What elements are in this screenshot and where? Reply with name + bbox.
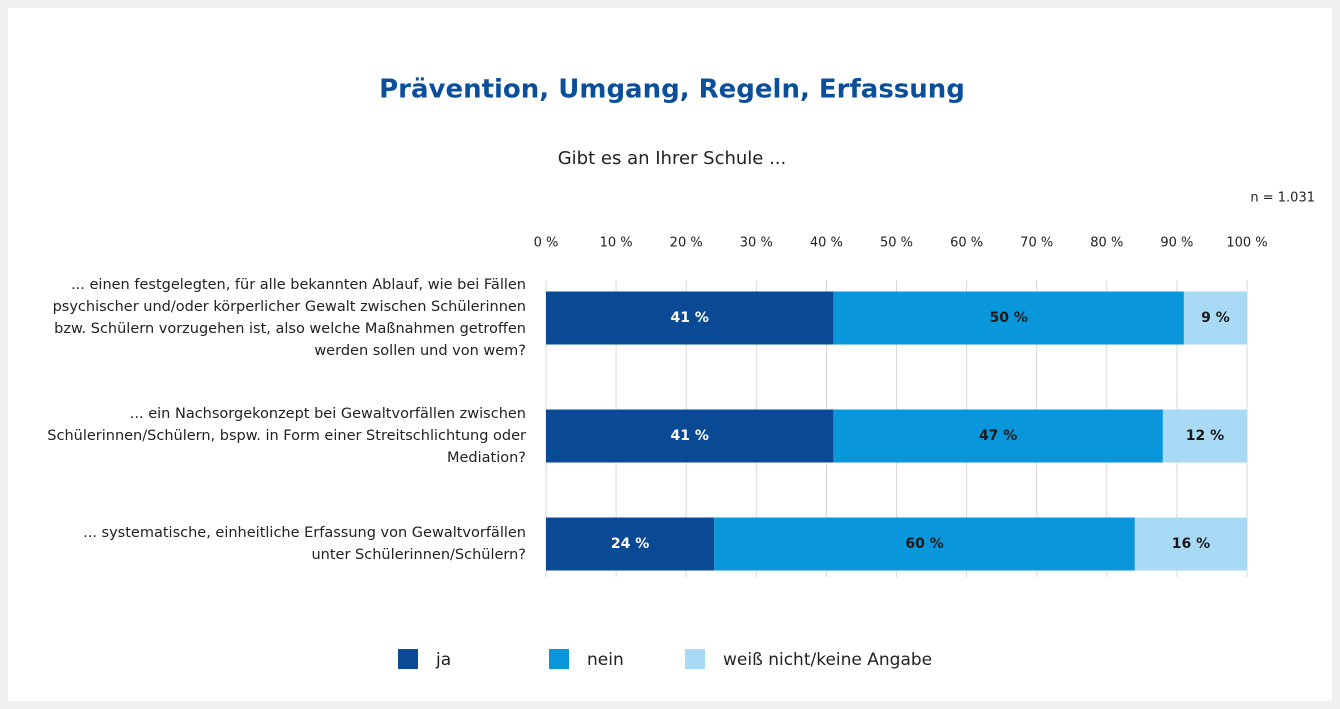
value-label: 41 %: [671, 428, 709, 444]
bar-segment: [714, 517, 1135, 571]
chart-subtitle: Gibt es an Ihrer Schule ...: [558, 148, 787, 169]
panel: [8, 8, 1332, 701]
value-label: 47 %: [979, 428, 1017, 444]
value-label: 60 %: [905, 536, 943, 552]
x-tick-label: 10 %: [600, 236, 633, 251]
value-label: 9 %: [1201, 310, 1230, 326]
x-tick-label: 20 %: [670, 236, 703, 251]
value-label: 24 %: [611, 536, 649, 552]
x-tick-label: 50 %: [880, 236, 913, 251]
x-tick-label: 40 %: [810, 236, 843, 251]
bar-segment: [833, 409, 1163, 463]
bar-segment: [546, 517, 715, 571]
x-tick-label: 0 %: [534, 236, 559, 251]
x-tick-label: 30 %: [740, 236, 773, 251]
sample-size: n = 1.031: [1250, 191, 1315, 206]
legend-swatch: [549, 649, 569, 669]
category-label: ... systematische, einheitliche Erfassun…: [83, 525, 526, 563]
x-tick-label: 90 %: [1160, 236, 1193, 251]
bar-segment: [1162, 409, 1247, 463]
value-label: 41 %: [671, 310, 709, 326]
category-label: ... einen festgelegten, für alle bekannt…: [52, 277, 526, 359]
value-label: 16 %: [1172, 536, 1210, 552]
bar-segment: [546, 291, 834, 345]
x-tick-label: 80 %: [1090, 236, 1123, 251]
bar-segment: [833, 291, 1184, 345]
legend-label: nein: [587, 650, 624, 670]
bar-segment: [1183, 291, 1247, 345]
x-tick-label: 100 %: [1226, 236, 1267, 251]
chart-title: Prävention, Umgang, Regeln, Erfassung: [379, 75, 965, 105]
value-label: 50 %: [989, 310, 1027, 326]
legend-swatch: [685, 649, 705, 669]
legend-swatch: [398, 649, 418, 669]
bar-segment: [546, 409, 834, 463]
legend-label: weiß nicht/keine Angabe: [723, 650, 932, 670]
x-tick-label: 70 %: [1020, 236, 1053, 251]
x-tick-label: 60 %: [950, 236, 983, 251]
legend-label: ja: [435, 650, 451, 670]
category-label: ... ein Nachsorgekonzept bei Gewaltvorfä…: [47, 406, 526, 466]
bar-segment: [1134, 517, 1247, 571]
value-label: 12 %: [1186, 428, 1224, 444]
